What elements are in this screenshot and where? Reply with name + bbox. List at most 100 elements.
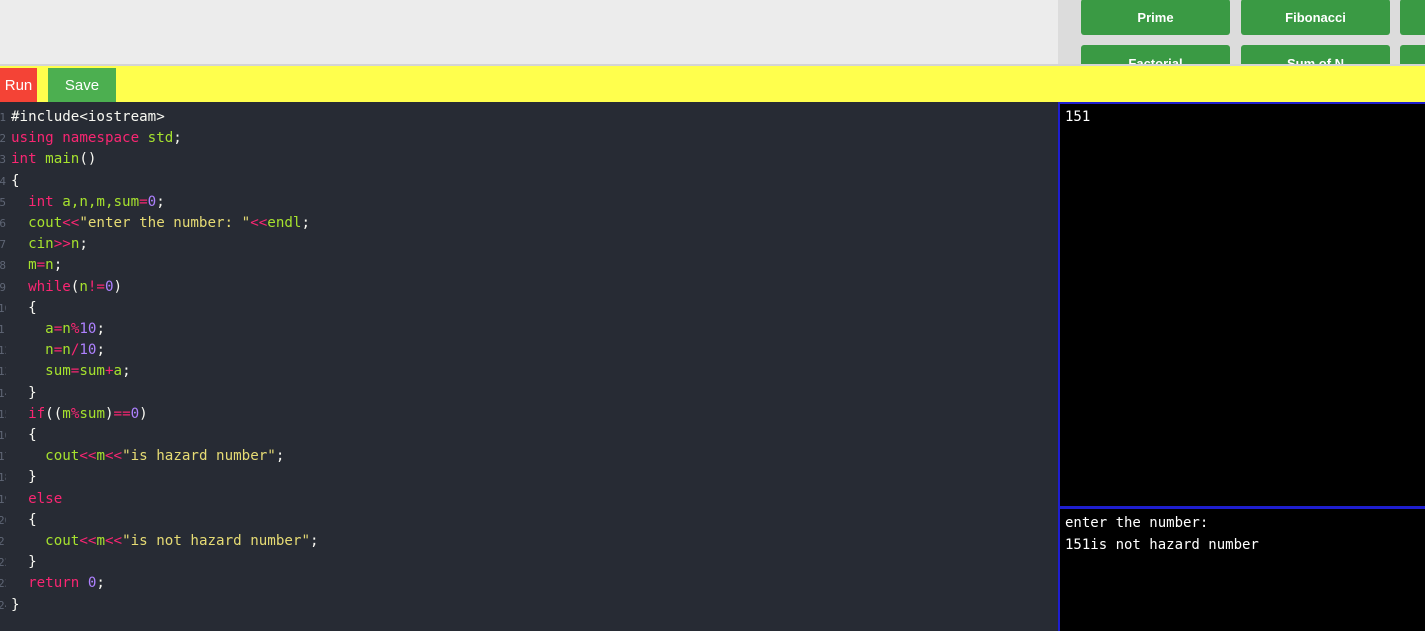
code-line[interactable]: 2 using namespace std;	[0, 128, 1058, 149]
code-token: ;	[275, 448, 285, 465]
code-token: 10	[79, 342, 97, 359]
code-token: n	[79, 278, 88, 295]
line-number: 3	[0, 153, 6, 167]
code-line[interactable]: 16 {	[0, 425, 1058, 446]
code-line[interactable]: 22 }	[0, 552, 1058, 573]
line-number: 15	[0, 407, 6, 421]
code-line[interactable]: 15 if((m%sum)==0)	[0, 404, 1058, 425]
code-text: cin>>n;	[11, 234, 88, 255]
line-number: 12	[0, 344, 6, 358]
line-number: 11	[0, 323, 6, 336]
code-line[interactable]: 13 sum=sum+a;	[0, 361, 1058, 382]
code-token: <<	[104, 533, 123, 549]
code-line[interactable]: 7 cin>>n;	[0, 234, 1058, 255]
save-button[interactable]: Save	[48, 68, 116, 102]
code-token: int	[11, 151, 46, 168]
code-line[interactable]: 12 n=n/10;	[0, 340, 1058, 361]
code-token: }	[11, 469, 37, 486]
code-token: )	[113, 278, 123, 295]
code-token: }	[11, 384, 37, 401]
example-fibonacci-button[interactable]: Fibonacci	[1241, 0, 1390, 35]
code-text: int a,n,m,sum=0;	[11, 192, 165, 213]
code-token: sum	[79, 363, 105, 380]
stdin-input-pane[interactable]: 151	[1058, 102, 1425, 506]
code-token: {	[11, 172, 20, 189]
code-text: cout<<m<<"is hazard number";	[11, 446, 284, 467]
code-token: main	[45, 151, 80, 168]
code-line[interactable]: 21 cout<<m<<"is not hazard number";	[0, 531, 1058, 552]
code-token: n	[45, 257, 54, 274]
code-text: }	[11, 595, 20, 616]
line-number: 24	[0, 598, 6, 612]
code-token: ;	[53, 257, 63, 274]
code-token: /	[70, 342, 80, 359]
code-line[interactable]: 6 cout<<"enter the number: "<<endl;	[0, 213, 1058, 234]
line-number: 13	[0, 365, 6, 379]
line-number: 18	[0, 471, 6, 485]
code-line[interactable]: 3 int main()	[0, 149, 1058, 170]
code-token: m	[11, 257, 37, 274]
code-line[interactable]: 17 cout<<m<<"is hazard number";	[0, 446, 1058, 467]
code-token: std	[147, 130, 174, 147]
code-line[interactable]: 23 return 0;	[0, 573, 1058, 594]
code-token: m	[96, 533, 105, 549]
code-token: a	[113, 363, 123, 380]
code-token: endl	[267, 215, 302, 231]
code-token: return	[11, 575, 88, 592]
code-token: cin	[11, 236, 54, 253]
code-token: a,n,m,sum	[62, 193, 140, 210]
code-line[interactable]: 5 int a,n,m,sum=0;	[0, 192, 1058, 213]
code-line[interactable]: 11 a=n%10;	[0, 319, 1058, 340]
code-token: int	[11, 193, 63, 210]
line-number: 4	[0, 174, 6, 188]
code-token: cout	[11, 533, 80, 549]
code-text: n=n/10;	[11, 340, 105, 361]
code-editor[interactable]: 1 #include<iostream> 2 using namespace std;…	[0, 102, 1058, 631]
line-number: 10	[0, 301, 6, 315]
example-more-button-2[interactable]	[1400, 45, 1425, 64]
code-line[interactable]: 14 }	[0, 383, 1058, 404]
code-token: sum	[11, 363, 71, 380]
code-token: else	[11, 490, 63, 507]
code-line[interactable]: 10 {	[0, 298, 1058, 319]
code-token: }	[11, 554, 37, 571]
code-token: 0	[87, 575, 97, 592]
code-line[interactable]: 8 m=n;	[0, 255, 1058, 276]
example-sum-button[interactable]: Sum of N	[1241, 45, 1390, 64]
example-factorial-button[interactable]: Factorial	[1081, 45, 1230, 64]
code-token: a	[11, 321, 54, 337]
code-text: using namespace std;	[11, 128, 182, 149]
code-token: =	[53, 321, 63, 337]
code-line[interactable]: 24}	[0, 595, 1058, 616]
line-number: 22	[0, 556, 6, 570]
code-token: )	[139, 405, 148, 422]
code-token: !=	[87, 278, 105, 295]
code-line[interactable]: 19 else	[0, 489, 1058, 510]
code-token: m	[62, 405, 71, 422]
code-token: n	[62, 321, 71, 337]
example-prime-button[interactable]: Prime	[1081, 0, 1230, 35]
code-token: =	[139, 193, 148, 210]
code-text: {	[11, 510, 37, 531]
code-token: ((	[45, 405, 63, 422]
code-line[interactable]: 20 {	[0, 510, 1058, 531]
code-token: while	[11, 278, 71, 295]
code-line[interactable]: 4{	[0, 171, 1058, 192]
stdout-output-pane: enter the number: 151is not hazard number	[1058, 506, 1425, 631]
code-token: =	[36, 257, 46, 274]
code-line[interactable]: 9 while(n!=0)	[0, 277, 1058, 298]
code-token: <<	[62, 215, 80, 231]
example-more-button[interactable]	[1400, 0, 1425, 35]
code-token: >>	[53, 236, 71, 253]
run-button[interactable]: Run	[0, 68, 37, 102]
code-line[interactable]: 18 }	[0, 467, 1058, 488]
code-token: )	[104, 405, 114, 422]
code-token: #include<iostream>	[11, 109, 165, 125]
line-number: 16	[0, 429, 6, 442]
code-line[interactable]: 1 #include<iostream>	[0, 107, 1058, 128]
code-text: }	[11, 552, 37, 573]
code-token: ;	[156, 193, 165, 210]
code-token: "is not hazard number"	[122, 533, 310, 549]
code-text: {	[11, 171, 20, 192]
code-text: sum=sum+a;	[11, 361, 130, 382]
